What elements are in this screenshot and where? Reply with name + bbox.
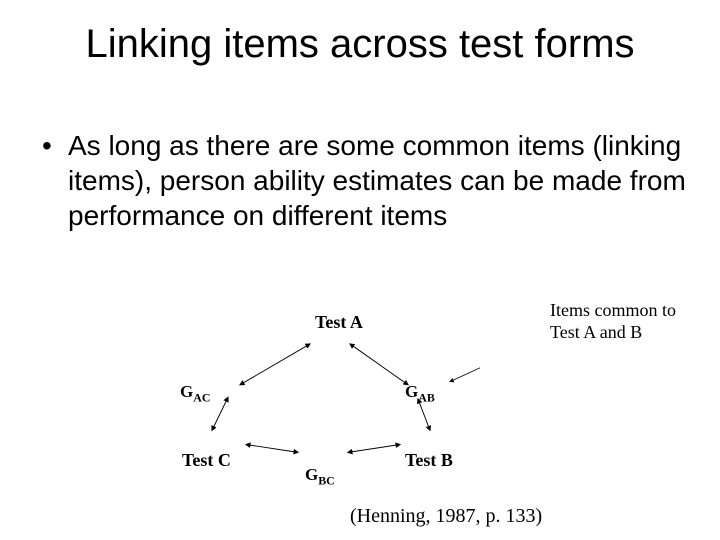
annotation-arrow	[450, 335, 480, 382]
edge-label-gbc: GBC	[305, 465, 335, 488]
page-title: Linking items across test forms	[0, 22, 720, 67]
bullet-text: As long as there are some common items (…	[68, 128, 686, 233]
slide: Linking items across test forms • As lon…	[0, 0, 720, 540]
diagram-edges	[212, 344, 430, 452]
node-test-b: Test B	[405, 450, 453, 471]
bullet-marker: •	[42, 128, 52, 163]
linking-diagram: Test A Test B Test C GAC GAB GBC	[150, 300, 480, 490]
annotation-note: Items common to Test A and B	[550, 300, 680, 343]
edge-label-gac: GAC	[180, 382, 210, 405]
citation: (Henning, 1987, p. 133)	[350, 505, 542, 528]
node-test-c: Test C	[182, 450, 231, 471]
node-test-a: Test A	[315, 312, 363, 333]
edge-label-gab: GAB	[405, 382, 435, 405]
bullet-item: • As long as there are some common items…	[46, 128, 686, 233]
